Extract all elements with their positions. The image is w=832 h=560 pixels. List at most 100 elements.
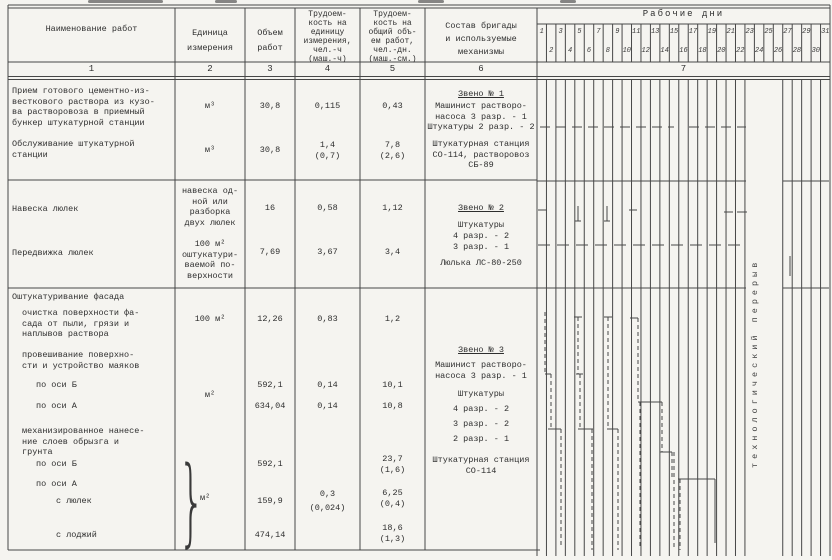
work-name: Передвижка люлек	[12, 248, 94, 258]
day-number: 18	[698, 47, 707, 55]
volume: 30,8	[259, 101, 281, 111]
labor-total: 10,1	[382, 380, 403, 390]
day-number: 13	[650, 28, 660, 36]
day-number: 16	[679, 47, 688, 55]
day-number: 28	[792, 47, 802, 55]
day-number: 2	[549, 47, 554, 55]
day-number: 7	[596, 28, 601, 36]
labor-total: 23,7 (1,6)	[379, 454, 406, 475]
volume: 474,14	[254, 530, 286, 540]
day-number: 9	[615, 28, 620, 36]
labor-per-unit: 0,3 (0,024)	[309, 489, 346, 513]
day-number: 21	[726, 28, 735, 36]
day-number: 26	[773, 47, 783, 55]
column-header-works: Наименование работ	[45, 24, 138, 34]
work-section-title: Оштукатуривание фасада	[12, 292, 125, 302]
work-name: по оси А	[36, 401, 77, 411]
column-number: 3	[267, 64, 273, 74]
volume: 159,9	[257, 496, 283, 506]
day-number: 11	[632, 28, 641, 36]
day-number: 24	[754, 47, 764, 55]
column-header-labor-total: Трудоем- кость на общий объ- ем работ, ч…	[368, 10, 417, 64]
day-number: 5	[577, 28, 582, 36]
volume: 30,8	[259, 145, 281, 155]
day-number: 29	[802, 28, 811, 36]
day-number: 30	[811, 47, 821, 55]
scan-artifact	[88, 0, 163, 3]
labor-total: 1,2	[384, 314, 401, 324]
column-number: 5	[389, 64, 396, 74]
labor-total: 0,43	[382, 101, 403, 111]
day-number: 23	[745, 28, 754, 36]
volume: 592,1	[257, 380, 283, 390]
crew-title: Звено № 2	[458, 203, 504, 213]
day-number: 8	[605, 47, 610, 55]
day-number: 6	[586, 47, 592, 55]
labor-per-unit: 3,67	[317, 247, 338, 257]
work-name: с лоджий	[56, 530, 97, 540]
column-number: 4	[324, 64, 331, 74]
day-number: 3	[558, 28, 563, 36]
labor-per-unit: 0,14	[317, 380, 338, 390]
crew-line: Машинист растворо- насоса 3 разр. - 1	[435, 101, 527, 122]
crew-line: 2 разр. - 1	[452, 434, 510, 444]
column-number: 6	[478, 64, 484, 74]
work-name: Обслуживание штукатурной станции	[12, 139, 135, 160]
column-header-working-days: Рабочие дни	[642, 9, 725, 19]
labor-per-unit: 0,14	[317, 401, 338, 411]
day-number: 20	[717, 47, 726, 55]
column-header-unit: Единица измерения	[187, 28, 233, 53]
labor-total: 6,25 (0,4)	[379, 488, 406, 509]
unit: 100 м² оштукатури- ваемой по- верхности	[181, 239, 239, 281]
unit: м²	[200, 493, 211, 503]
volume: 7,69	[259, 247, 281, 257]
crew-equipment: Люлька ЛС-80-250	[440, 258, 522, 268]
crew-title: Звено № 3	[458, 345, 504, 355]
day-number: 10	[622, 47, 631, 55]
day-number: 19	[707, 28, 717, 36]
labor-per-unit: 0,83	[317, 314, 338, 324]
work-name: Прием готового цементно-из- весткового р…	[12, 86, 155, 128]
volume: 592,1	[257, 459, 283, 469]
work-name: Навеска люлек	[12, 204, 79, 214]
labor-per-unit: 0,58	[317, 203, 338, 213]
work-name: с люлек	[56, 496, 92, 506]
work-name: по оси А	[36, 479, 77, 489]
labor-total: 7,8 (2,6)	[379, 140, 406, 161]
day-number: 1	[539, 28, 544, 36]
column-header-crew: Состав бригады и используемые механизмы	[445, 21, 517, 57]
day-number: 22	[736, 47, 745, 55]
column-header-volume: Объем работ	[257, 28, 283, 53]
unit: навеска од- ной или разборка двух люлек	[181, 186, 239, 228]
crew-title: Звено № 1	[458, 89, 504, 99]
crew-line: Штукатуры 2 разр. - 2	[427, 122, 535, 132]
crew-line: 3 разр. - 2	[452, 419, 510, 429]
day-number: 31	[821, 28, 830, 36]
crew-line: Штукатуры	[458, 389, 504, 399]
crew-equipment: Штукатурная станция СО-114	[432, 455, 530, 476]
column-header-labor-per-unit: Трудоем- кость на единицу измерения, чел…	[303, 10, 352, 64]
work-name: механизированное нанесе- ние слоев обрыз…	[22, 426, 145, 457]
volume: 12,26	[257, 314, 283, 324]
scan-artifact	[418, 0, 444, 3]
crew-line: Штукатуры	[458, 220, 504, 230]
volume: 634,04	[254, 401, 286, 411]
labor-total: 18,6 (1,3)	[379, 523, 406, 544]
column-number: 2	[207, 64, 213, 74]
column-number: 1	[88, 64, 95, 74]
work-name: по оси Б	[36, 459, 77, 469]
work-name: по оси Б	[36, 380, 77, 390]
crew-line: 3 разр. - 1	[452, 242, 510, 252]
scan-artifact	[215, 0, 237, 3]
labor-total: 3,4	[384, 247, 401, 257]
unit: м²	[204, 390, 216, 400]
work-name: очистка поверхности фа- сада от пыли, гр…	[22, 308, 140, 339]
volume: 16	[264, 203, 276, 213]
labor-total: 10,8	[382, 401, 403, 411]
labor-per-unit: 1,4 (0,7)	[314, 140, 341, 161]
labor-per-unit: 0,115	[314, 101, 341, 111]
day-number: 12	[641, 47, 650, 55]
grouping-brace: }	[178, 447, 206, 557]
day-number: 4	[567, 47, 573, 55]
